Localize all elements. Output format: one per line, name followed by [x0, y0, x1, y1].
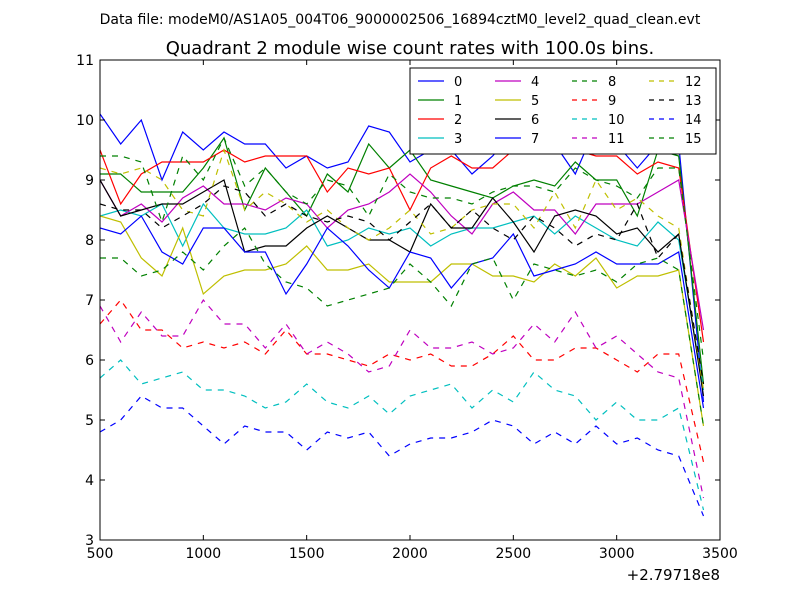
- chart-title: Quadrant 2 module wise count rates with …: [166, 38, 655, 59]
- legend-box: [409, 67, 717, 155]
- legend-label-8: 8: [608, 75, 616, 90]
- x-tick-label: 2000: [392, 546, 428, 562]
- x-tick-label: 3000: [599, 546, 635, 562]
- x-tick-label: 2500: [496, 546, 532, 562]
- legend-label-3: 3: [454, 132, 462, 147]
- y-tick-label: 4: [85, 473, 94, 489]
- legend-label-4: 4: [531, 75, 539, 90]
- series-layer: [100, 113, 705, 517]
- series-line-9: [100, 299, 705, 463]
- y-tick-label: 7: [85, 293, 94, 309]
- legend-label-1: 1: [454, 94, 462, 109]
- legend-label-10: 10: [608, 113, 625, 128]
- y-tick-label: 3: [85, 533, 94, 549]
- series-line-8: [100, 227, 705, 427]
- y-tick-label: 5: [85, 413, 94, 429]
- x-tick-label: 1000: [186, 546, 222, 562]
- series-line-6: [100, 179, 705, 397]
- y-tick-label: 8: [85, 233, 94, 249]
- series-line-11: [100, 298, 705, 499]
- legend-label-11: 11: [608, 132, 625, 147]
- legend-label-6: 6: [531, 113, 539, 128]
- series-line-14: [100, 395, 705, 517]
- series-line-15: [100, 136, 705, 361]
- legend-label-7: 7: [531, 132, 539, 147]
- y-tick-label: 6: [85, 353, 94, 369]
- x-tick-label: 1500: [289, 546, 325, 562]
- chart-suptitle: Data file: modeM0/AS1A05_004T06_90000025…: [100, 12, 701, 28]
- series-line-4: [100, 173, 705, 331]
- legend-label-12: 12: [685, 75, 702, 90]
- series-line-5: [100, 215, 705, 427]
- legend-label-5: 5: [531, 94, 539, 109]
- series-line-3: [100, 202, 705, 391]
- series-line-12: [100, 148, 705, 391]
- series-line-2: [100, 143, 705, 343]
- legend-label-0: 0: [454, 75, 462, 90]
- series-line-1: [100, 136, 705, 385]
- legend-label-14: 14: [685, 113, 702, 128]
- legend-label-15: 15: [685, 132, 702, 147]
- legend-label-13: 13: [685, 94, 702, 109]
- legend-label-2: 2: [454, 113, 462, 128]
- x-tick-label: 3500: [702, 546, 738, 562]
- x-axis-offset-label: +2.79718e8: [627, 566, 720, 584]
- y-tick-label: 9: [85, 173, 94, 189]
- x-tick-label: 500: [87, 546, 114, 562]
- series-line-10: [100, 359, 705, 511]
- y-tick-label: 11: [76, 53, 94, 69]
- series-line-13: [100, 185, 705, 385]
- y-tick-label: 10: [76, 113, 94, 129]
- series-line-7: [100, 215, 705, 409]
- legend-label-9: 9: [608, 94, 616, 109]
